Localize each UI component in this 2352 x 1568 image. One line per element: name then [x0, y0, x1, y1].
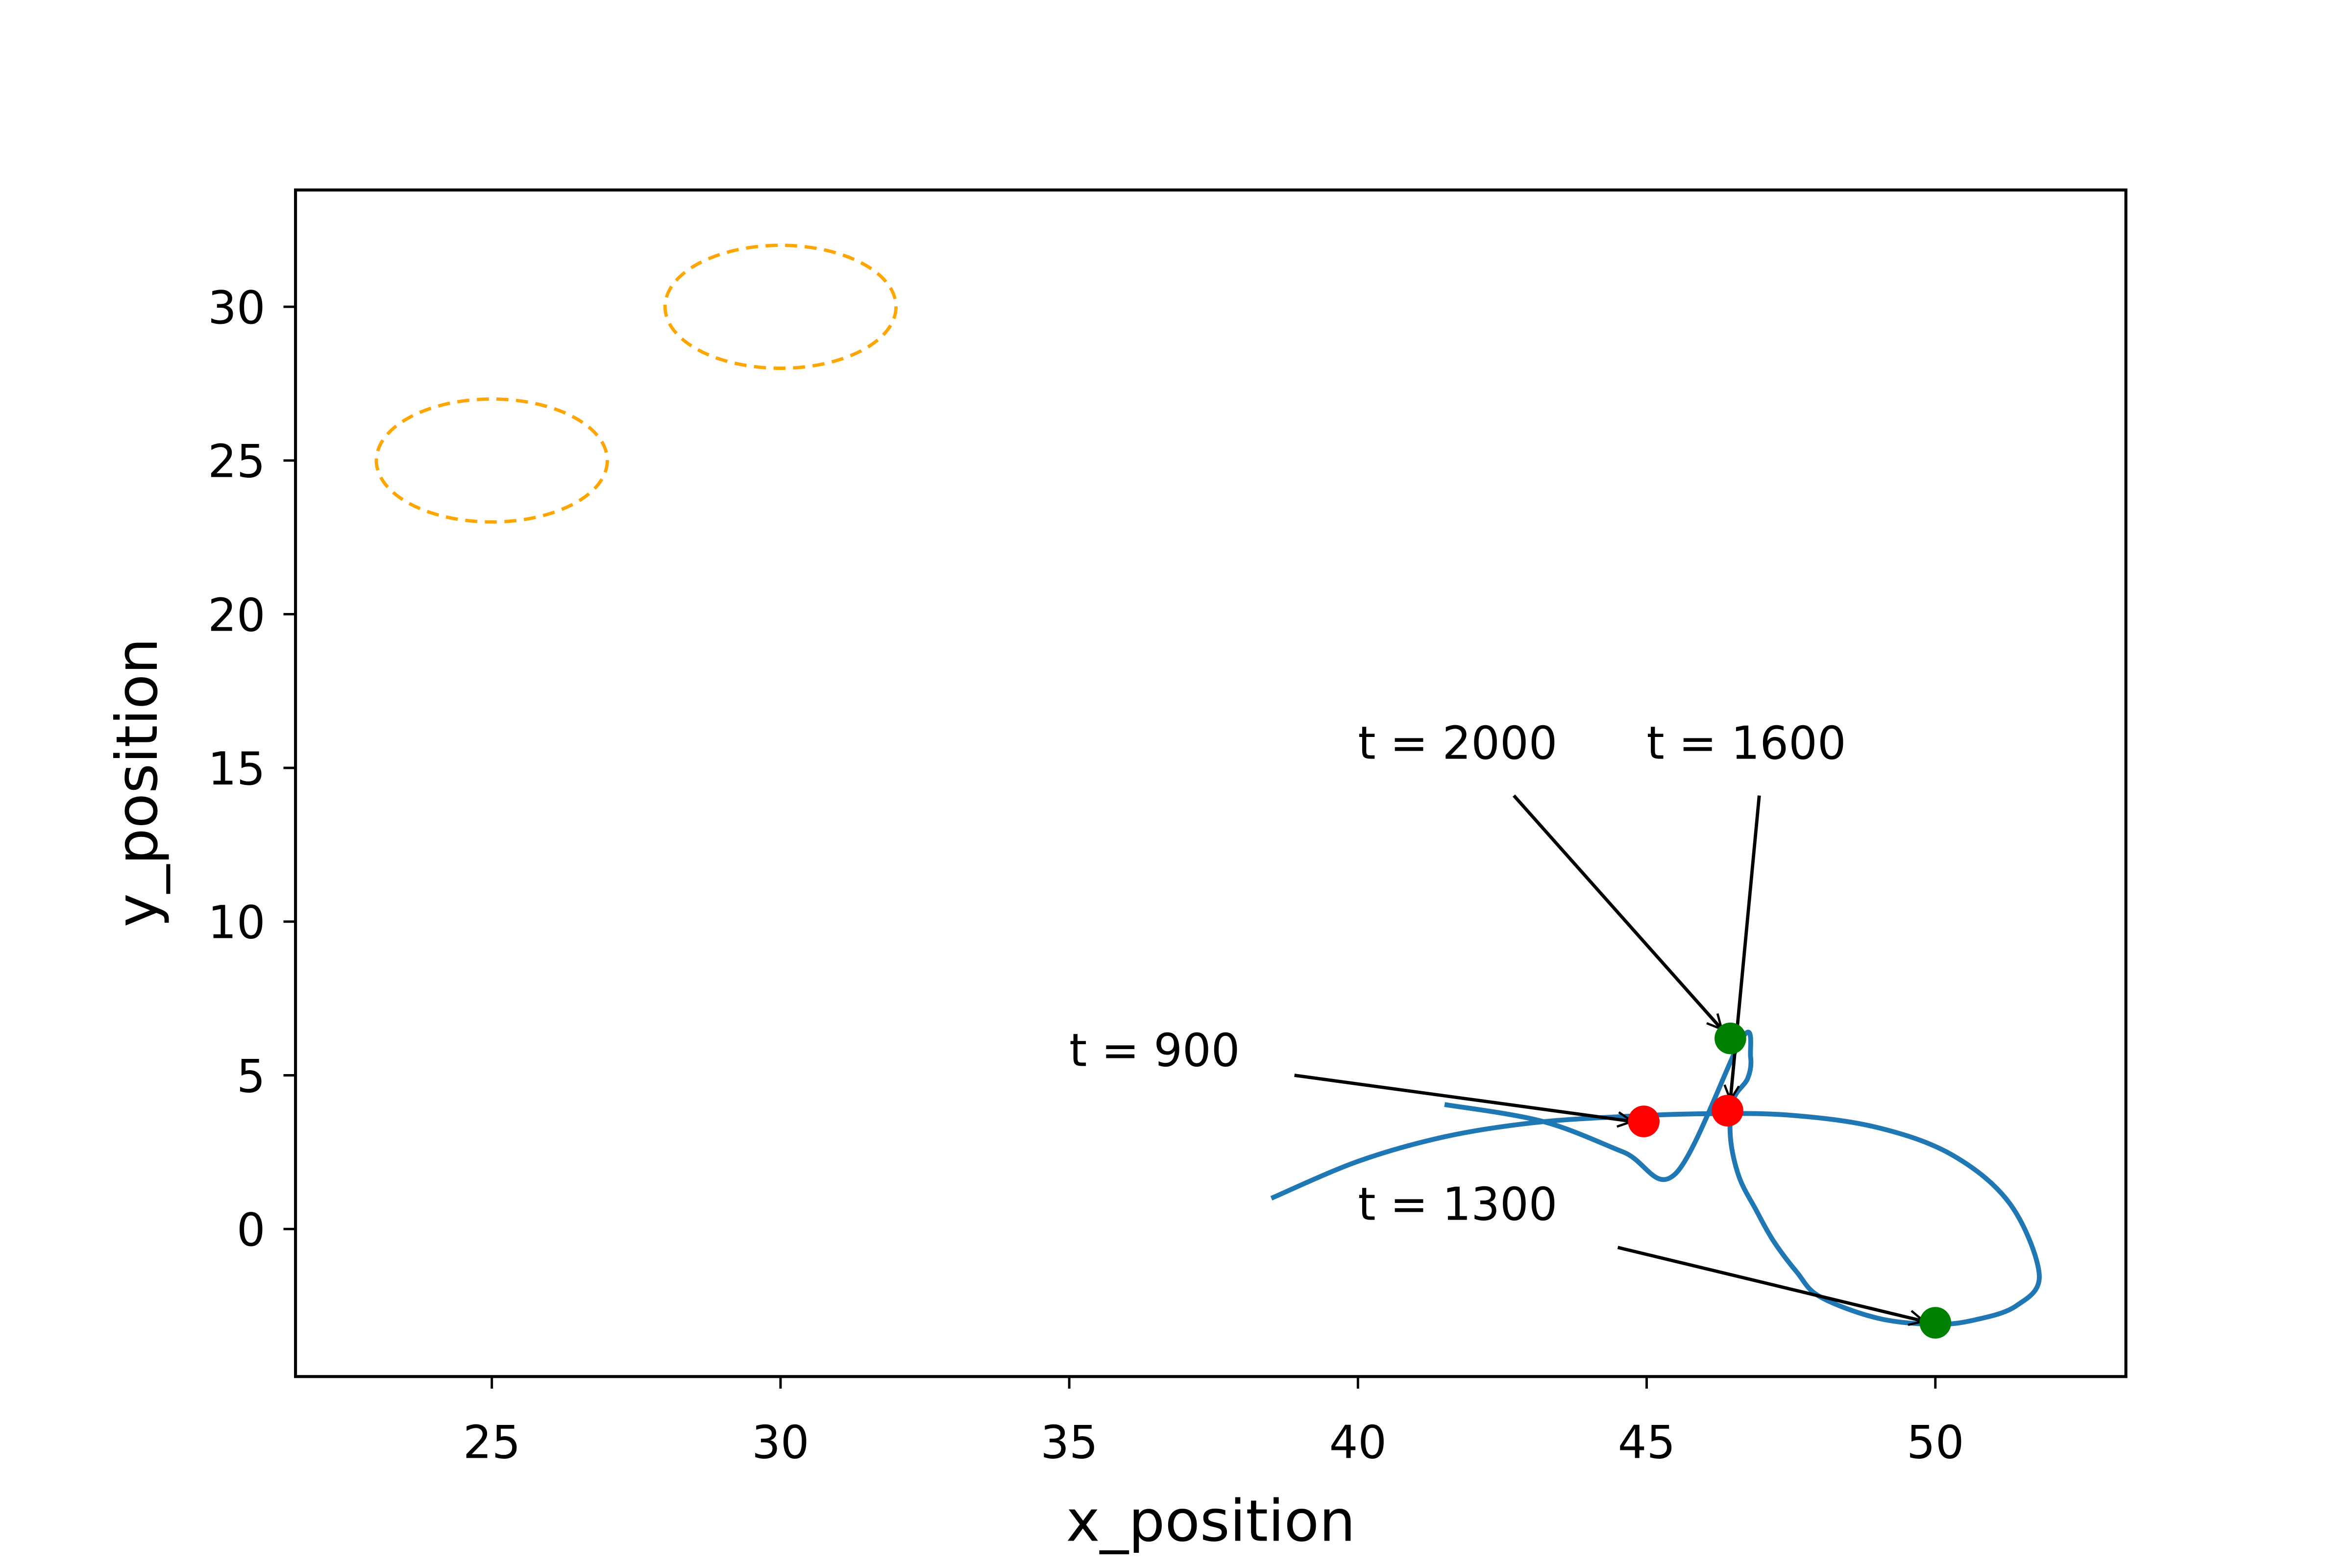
obstacle-ellipse-1 [374, 397, 609, 524]
annotation-arrow-4 [1617, 1246, 1924, 1322]
y-tick-label: 5 [237, 1050, 266, 1102]
y-tick-label: 10 [208, 896, 265, 949]
x-tick-label: 40 [1329, 1416, 1387, 1469]
annotation-label-3: t = 1600 [1647, 716, 1846, 769]
marker-red-1 [1628, 1105, 1660, 1137]
y-tick-label: 0 [237, 1203, 266, 1256]
annotation-label-2: t = 2000 [1358, 716, 1557, 769]
marker-layer [1628, 1022, 1952, 1339]
y-tick-label: 20 [208, 588, 265, 641]
y-axis: 0 5 10 15 20 25 30 [208, 281, 296, 1256]
annotation-label-1: t = 900 [1069, 1024, 1240, 1077]
y-axis-label: y_position [103, 638, 171, 928]
annotation-layer: t = 900 t = 2000 t = 1600 t = 1300 [1069, 716, 1924, 1321]
marker-green-3 [1715, 1022, 1746, 1054]
marker-red-2 [1712, 1095, 1743, 1127]
x-tick-label: 35 [1040, 1416, 1098, 1469]
axes-frame [294, 188, 2128, 1378]
x-tick-label: 25 [463, 1416, 520, 1469]
x-axis-label: x_position [1066, 1488, 1355, 1555]
x-axis: 25 30 35 40 45 50 [463, 1376, 1964, 1469]
obstacle-ellipse-2 [663, 244, 898, 370]
x-tick-label: 45 [1618, 1416, 1675, 1469]
x-tick-label: 50 [1907, 1416, 1964, 1469]
annotation-arrow-1 [1294, 1074, 1632, 1121]
y-tick-label: 25 [208, 435, 265, 488]
y-tick-label: 30 [208, 281, 265, 334]
plot-area: t = 900 t = 2000 t = 1600 t = 1300 25 30 35 40… [103, 188, 2128, 1555]
y-tick-label: 15 [208, 742, 265, 795]
x-tick-label: 30 [752, 1416, 809, 1469]
annotation-arrow-2 [1512, 794, 1721, 1029]
marker-green-4 [1919, 1307, 1952, 1339]
obstacles-layer [374, 244, 898, 524]
annotation-label-4: t = 1300 [1358, 1177, 1557, 1230]
